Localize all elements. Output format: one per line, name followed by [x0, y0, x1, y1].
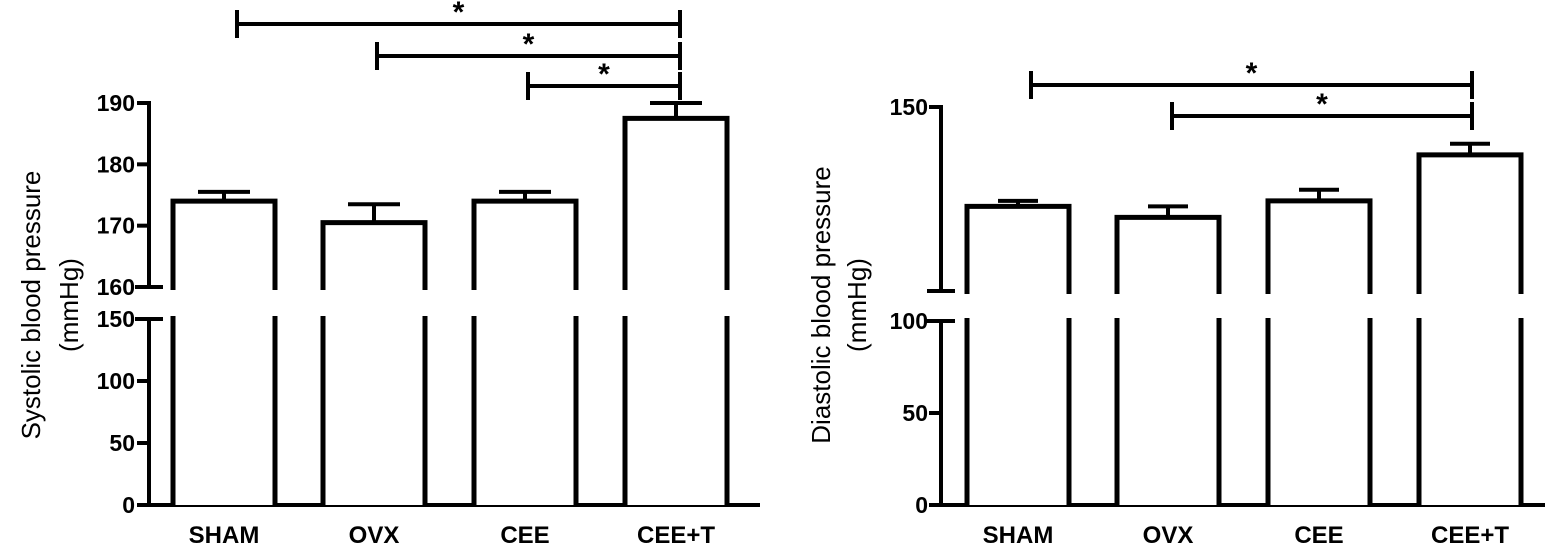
bar-sham	[964, 203, 1072, 505]
y-axis-title-unit: (mmHg)	[842, 258, 872, 352]
y-tick-label: 190	[97, 90, 135, 116]
y-tick-label: 0	[122, 492, 135, 518]
x-tick-label-cee-t: CEE+T	[1431, 522, 1509, 546]
x-tick-label-sham: SHAM	[983, 522, 1054, 546]
axis-break-gap	[153, 290, 760, 316]
y-tick-label: 100	[890, 308, 928, 334]
significance-star: *	[453, 0, 465, 29]
y-tick-label: 50	[109, 430, 135, 456]
y-axis-title: Systolic blood pressure	[16, 171, 46, 440]
diastolic-chart: 0 50 100 150 Diastolic blood pressure (mmHg) S…	[806, 57, 1545, 546]
bar-sham	[170, 198, 278, 505]
x-tick-label-ovx: OVX	[1143, 522, 1194, 546]
bar-ovx	[1114, 214, 1222, 505]
axis-break-gap	[945, 294, 1545, 318]
y-tick-label: 0	[915, 492, 928, 518]
x-tick-label-sham: SHAM	[189, 522, 260, 546]
y-tick-label: 100	[97, 368, 135, 394]
y-tick-label: 160	[97, 274, 135, 300]
y-axis-title: Diastolic blood pressure	[806, 166, 836, 443]
y-tick-label: 150	[97, 306, 135, 332]
y-tick-label: 180	[97, 151, 135, 177]
y-axis-title-unit: (mmHg)	[54, 258, 84, 352]
y-tick-label: 170	[97, 213, 135, 239]
significance-star: *	[523, 28, 535, 61]
bar-cee	[471, 198, 579, 505]
x-tick-label-cee: CEE	[1294, 522, 1343, 546]
bar-cee-t	[1416, 152, 1524, 505]
bar-ovx	[320, 220, 428, 505]
significance-star: *	[1246, 57, 1258, 90]
x-tick-label-cee-t: CEE+T	[637, 522, 715, 546]
y-tick-label: 150	[890, 94, 928, 120]
bar-cee	[1265, 198, 1373, 505]
y-tick-label: 50	[902, 400, 928, 426]
significance-star: *	[1316, 88, 1328, 121]
significance-star: *	[598, 58, 610, 91]
x-tick-label-ovx: OVX	[349, 522, 400, 546]
systolic-chart: 0 50 100 150 160 170 180 190 Systolic blood pres…	[16, 0, 760, 546]
x-tick-label-cee: CEE	[500, 522, 549, 546]
